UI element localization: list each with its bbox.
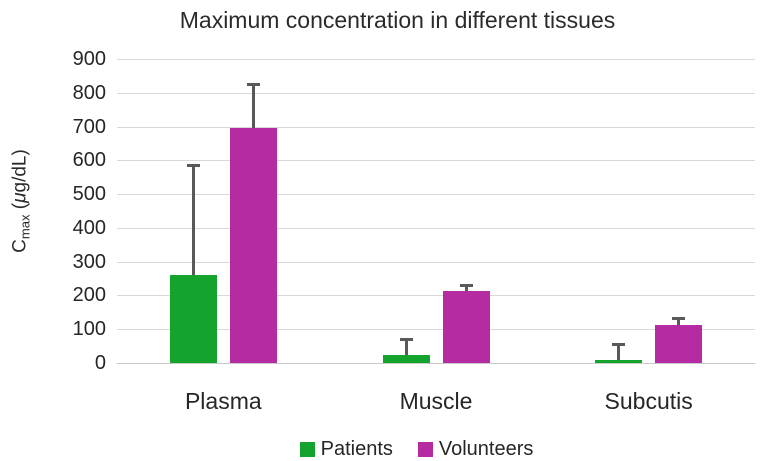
- error-cap-volunteers-muscle: [459, 284, 473, 288]
- legend-swatch-volunteers: [417, 442, 433, 457]
- plot-area: [117, 59, 755, 364]
- gridline-600: [117, 160, 755, 162]
- y-tick-500: 500: [72, 183, 106, 206]
- legend-swatch-patients: [299, 442, 315, 457]
- legend-item-volunteers: Volunteers: [417, 438, 534, 461]
- gridline-200: [117, 295, 755, 297]
- gridline-900: [117, 59, 755, 60]
- error-bar-volunteers-subcutis: [677, 317, 681, 325]
- error-bar-volunteers-plasma: [251, 82, 255, 129]
- y-axis-title-unit-pre: (: [9, 202, 31, 215]
- gridline-500: [117, 194, 755, 196]
- legend-label-patients: Patients: [320, 438, 393, 460]
- y-tick-100: 100: [72, 318, 106, 341]
- y-axis-title-unit-post: g/dL): [9, 149, 31, 193]
- error-cap-patients-muscle: [399, 338, 413, 342]
- y-axis-title-mu: μ: [9, 192, 31, 203]
- error-cap-patients-subcutis: [612, 342, 626, 346]
- y-axis-title-main: C: [9, 239, 31, 253]
- error-cap-volunteers-subcutis: [672, 317, 686, 321]
- y-tick-700: 700: [72, 115, 106, 138]
- error-bar-patients-muscle: [404, 338, 408, 355]
- legend-label-volunteers: Volunteers: [438, 438, 534, 460]
- error-bar-volunteers-muscle: [464, 284, 468, 292]
- y-tick-900: 900: [72, 48, 106, 70]
- y-tick-600: 600: [72, 149, 106, 172]
- category-label-plasma: Plasma: [184, 388, 262, 414]
- chart-title: Maximum concentration in different tissu…: [179, 7, 616, 33]
- error-cap-volunteers-plasma: [246, 82, 260, 86]
- bar-volunteers-plasma: [229, 128, 277, 363]
- y-axis-title-subscript: max: [17, 214, 33, 240]
- gridline-800: [117, 92, 755, 94]
- error-bar-patients-subcutis: [617, 342, 621, 360]
- bar-volunteers-muscle: [442, 291, 490, 363]
- y-axis-title: Cmax (μg/dL): [10, 149, 33, 253]
- bar-volunteers-subcutis: [655, 324, 703, 363]
- error-bar-patients-plasma: [191, 163, 195, 276]
- y-tick-200: 200: [72, 284, 106, 307]
- gridline-700: [117, 126, 755, 128]
- gridline-400: [117, 227, 755, 229]
- bar-patients-subcutis: [595, 359, 643, 363]
- gridline-100: [117, 329, 755, 331]
- category-label-muscle: Muscle: [399, 388, 473, 414]
- legend-item-patients: Patients: [299, 438, 393, 461]
- bar-patients-muscle: [382, 354, 430, 363]
- y-tick-400: 400: [72, 216, 106, 239]
- bar-patients-plasma: [169, 275, 217, 363]
- gridline-300: [117, 261, 755, 263]
- y-tick-300: 300: [72, 250, 106, 273]
- category-label-subcutis: Subcutis: [604, 388, 693, 414]
- y-tick-800: 800: [72, 81, 106, 104]
- y-tick-0: 0: [94, 352, 106, 374]
- legend: Patients Volunteers: [0, 438, 763, 461]
- error-cap-patients-plasma: [186, 163, 200, 167]
